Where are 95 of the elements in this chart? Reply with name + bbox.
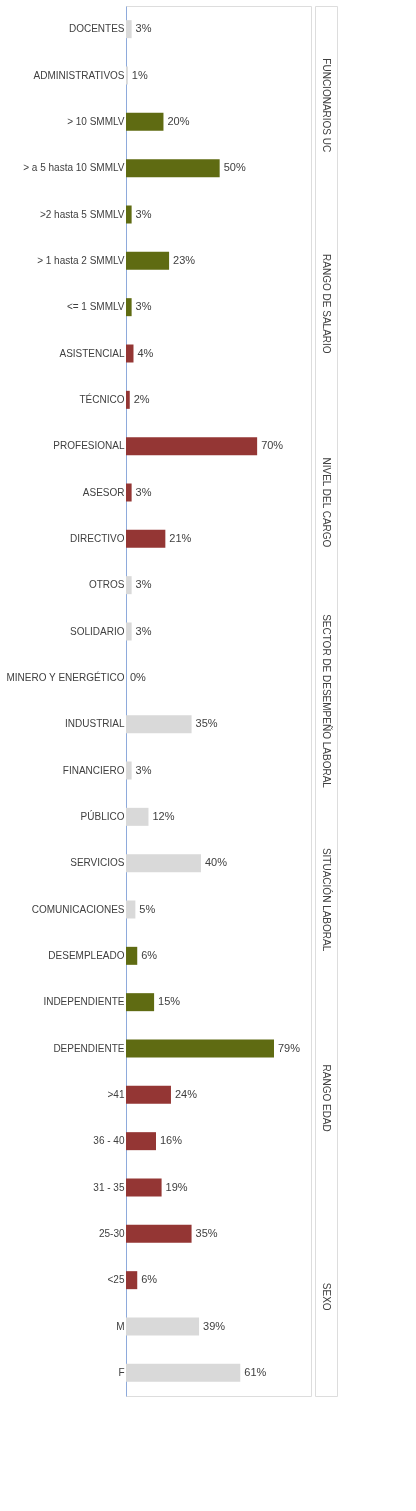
bar <box>126 529 166 548</box>
bar <box>126 993 155 1012</box>
text: FUNCIONARIOS UC <box>321 58 332 153</box>
bar <box>126 112 164 131</box>
y-tick-label: SOLIDARIO <box>70 625 125 637</box>
bar <box>126 159 220 178</box>
data-label: 3% <box>135 624 152 637</box>
y-tick-label: ADMINISTRATIVOS <box>33 69 125 81</box>
data-label: 39% <box>203 1319 226 1332</box>
data-label: 16% <box>159 1134 183 1147</box>
y-tick-label: >41 <box>107 1088 125 1100</box>
y-tick-label: 31 - 35 <box>93 1181 125 1193</box>
text: NIVEL DEL CARGO <box>321 457 332 548</box>
y-tick-label: PROFESIONAL <box>53 440 125 452</box>
y-tick-label: TÉCNICO <box>79 392 125 405</box>
y-tick-label: DESEMPLEADO <box>48 949 125 961</box>
data-label: 3% <box>135 22 152 35</box>
bar <box>126 1363 241 1382</box>
data-label: 3% <box>135 578 152 591</box>
y-tick-label: OTROS <box>88 579 125 591</box>
bar <box>126 761 132 780</box>
y-tick-label: >2 hasta 5 SMMLV <box>39 208 125 220</box>
y-tick-label: M <box>116 1320 125 1332</box>
y-tick-label: COMUNICACIONES <box>31 903 125 915</box>
bar <box>126 437 258 456</box>
data-label: 6% <box>141 1273 158 1286</box>
data-label: 24% <box>174 1087 198 1100</box>
bar <box>126 946 138 965</box>
y-tick-label: DOCENTES <box>68 23 125 35</box>
y-tick-label: > 1 hasta 2 SMMLV <box>37 254 125 266</box>
data-label: 35% <box>195 1226 218 1239</box>
y-tick-label: SERVICIOS <box>70 857 125 869</box>
y-tick-label: ASESOR <box>82 486 125 498</box>
y-tick-label: PÚBLICO <box>80 809 125 822</box>
y-tick-label: > a 5 hasta 10 SMMLV <box>23 162 125 174</box>
y-tick-label: F <box>118 1366 125 1378</box>
bar <box>126 344 134 363</box>
y-tick-label: MINERO Y ENERGÉTICO <box>6 670 125 683</box>
data-label: 5% <box>139 902 156 915</box>
data-label: 3% <box>135 763 152 776</box>
text: SEXO <box>321 1282 332 1311</box>
data-label: 19% <box>165 1180 188 1193</box>
text: SITUACIÓN LABORAL <box>321 847 333 952</box>
data-label: 3% <box>135 300 152 313</box>
data-label: 0% <box>130 670 147 683</box>
bar <box>126 390 130 409</box>
y-tick-label: FINANCIERO <box>62 764 125 776</box>
data-label: 70% <box>261 439 284 452</box>
bar <box>126 1178 162 1197</box>
y-tick-label: <= 1 SMMLV <box>66 301 125 313</box>
data-label: 35% <box>195 717 218 730</box>
bar <box>126 1271 138 1290</box>
y-tick-label: DIRECTIVO <box>70 532 125 544</box>
bar <box>126 205 132 224</box>
data-label: 79% <box>278 1041 301 1054</box>
data-label: 15% <box>158 995 181 1008</box>
bar <box>126 854 201 873</box>
text: SECTOR DE DESEMPEÑO LABORAL <box>321 614 333 789</box>
data-label: 6% <box>141 948 158 961</box>
data-label: 12% <box>152 809 175 822</box>
bar <box>126 1132 156 1151</box>
bar <box>126 298 132 317</box>
data-label: 2% <box>133 392 150 405</box>
data-label: 3% <box>135 207 152 220</box>
bar <box>126 622 132 641</box>
bar <box>126 483 132 502</box>
bar <box>126 576 132 595</box>
y-tick-label: INDUSTRIAL <box>65 718 125 730</box>
bar <box>126 20 132 39</box>
y-tick-label: <25 <box>107 1274 125 1286</box>
y-tick-label: 36 - 40 <box>93 1135 125 1147</box>
y-tick-label: 25-30 <box>98 1227 125 1239</box>
data-label: 4% <box>137 346 154 359</box>
data-label: 21% <box>169 531 192 544</box>
bar <box>126 1085 171 1104</box>
bar <box>126 1039 274 1058</box>
data-label: 23% <box>173 253 196 266</box>
bar <box>126 251 170 270</box>
y-tick-label: > 10 SMMLV <box>67 115 125 127</box>
data-label: 20% <box>167 114 190 127</box>
data-label: 3% <box>135 485 152 498</box>
y-tick-label: DEPENDIENTE <box>53 1042 125 1054</box>
bar <box>126 900 136 919</box>
text: RANGO EDAD <box>321 1064 332 1132</box>
bar <box>126 715 192 734</box>
data-label: 1% <box>131 68 148 81</box>
bar <box>126 807 149 826</box>
y-tick-label: ASISTENCIAL <box>59 347 125 359</box>
text: RANGO DE SALARIO <box>321 254 332 354</box>
y-tick-label: INDEPENDIENTE <box>43 996 125 1008</box>
bar <box>126 1317 200 1336</box>
bar <box>126 1224 192 1243</box>
data-label: 50% <box>223 161 246 174</box>
data-label: 40% <box>204 856 228 869</box>
data-label: 61% <box>244 1365 267 1378</box>
